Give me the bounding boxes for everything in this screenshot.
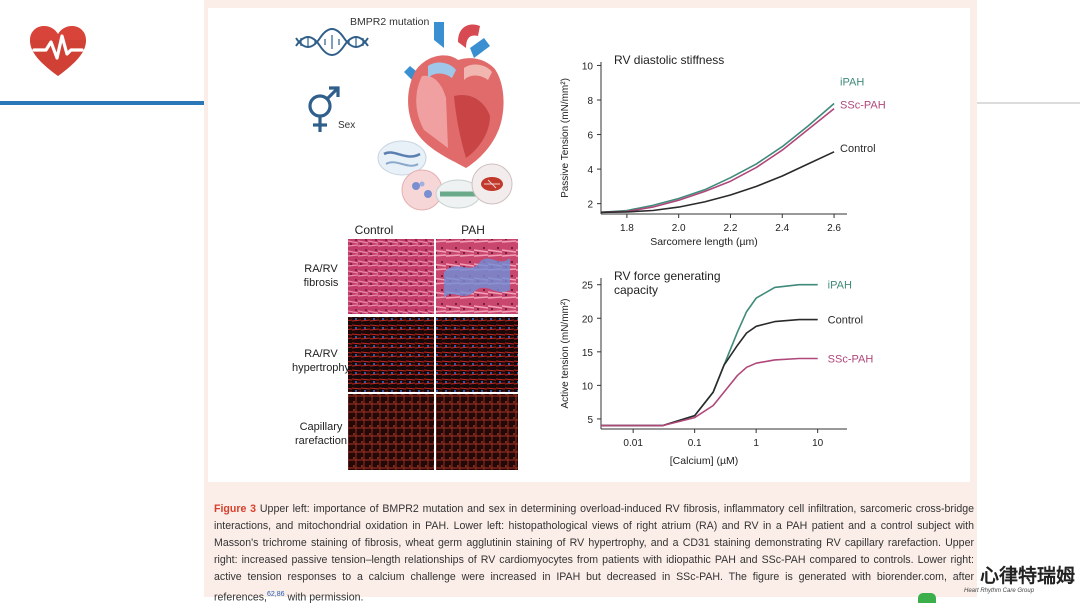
heart-pulse-logo-icon (30, 26, 86, 76)
chart0-y-tick-label: 8 (587, 96, 593, 107)
figure-panel: BMPR2 mutation Sex (208, 8, 974, 604)
header-rule (0, 101, 206, 105)
chart1-x-tick-label: 1 (753, 438, 759, 449)
histology-row-hypertrophy-line1: RA/RV (304, 348, 338, 360)
chart1-y-label: Active tension (mN/mm²) (560, 298, 571, 408)
chart1-series-label-ipah: iPAH (828, 280, 852, 292)
chart1-x-label: [Calcium] (µM) (670, 455, 738, 467)
chart0-y-tick-label: 4 (587, 165, 593, 176)
chart1-y-tick-label: 25 (582, 281, 594, 292)
figure-caption: Figure 3 Upper left: importance of BMPR2… (214, 501, 974, 607)
chart0-y-label: Passive Tension (mN/mm²) (560, 78, 571, 198)
chart0-x-tick-label: 2.2 (724, 223, 738, 234)
chart1-title-line: RV force generating (614, 269, 721, 283)
brand-name: 心律特瑞姆 (980, 565, 1076, 587)
chart1-series-label-ssc-pah: SSc-PAH (828, 354, 874, 366)
chart1-x-tick-label: 0.01 (623, 438, 643, 449)
mutation-label: BMPR2 mutation (350, 16, 430, 28)
figure-graphic: BMPR2 mutation Sex (292, 16, 886, 470)
chart0-x-tick-label: 2.0 (672, 223, 686, 234)
chart0-series-line-ssc-pah (600, 107, 835, 214)
chart0-x-label: Sarcomere length (µm) (650, 236, 758, 248)
histology-col-pah: PAH (461, 223, 485, 237)
brand-subtitle: Heart Rhythm Care Group (964, 588, 1035, 594)
histology-image-pah-hypertrophy (436, 317, 518, 392)
chart0-y-tick-label: 6 (587, 131, 593, 142)
dna-icon (295, 28, 369, 56)
chart1-series-line-ipah (601, 283, 818, 427)
chart1-series-line-ssc-pah (601, 357, 818, 427)
chart1-y-tick-label: 15 (582, 348, 594, 359)
histology-row-rarefaction-line2: rarefaction (295, 435, 347, 447)
chart1-x-tick-label: 10 (812, 438, 824, 449)
chart-rv-force-generating-capacity: 0.01 0.1 1 10 5 10 15 20 25 RV force generatingca… (560, 269, 873, 467)
histology-image-control-hypertrophy (348, 317, 434, 392)
histology-col-control: Control (355, 223, 394, 237)
chart0-series-label-ssc-pah: SSc-PAH (840, 100, 886, 112)
cell-inset-images (377, 140, 513, 211)
histology-row-fibrosis-line2: fibrosis (304, 277, 339, 289)
caption-figure-label: Figure 3 (214, 503, 257, 515)
chart0-series-label-control: Control (840, 143, 875, 155)
chart0-title: RV diastolic stiffness (614, 53, 724, 67)
chart0-x-tick-label: 2.4 (775, 223, 789, 234)
sex-label: Sex (338, 120, 355, 131)
chart1-y-tick-label: 20 (582, 314, 594, 325)
chart0-y-tick-label: 10 (582, 61, 594, 72)
sex-symbol-icon (308, 86, 340, 132)
chart1-y-tick-label: 10 (582, 381, 594, 392)
caption-suffix: with permission. (287, 591, 364, 604)
chart0-y-tick-label: 2 (587, 200, 593, 211)
fibrosis-blue-stain (444, 258, 510, 298)
chart1-title-line: capacity (614, 283, 658, 297)
histology-row-fibrosis-line1: RA/RV (304, 263, 338, 275)
brand-badge-icon (918, 593, 936, 603)
figure-card: BMPR2 mutation Sex (204, 0, 977, 604)
chart0-series-label-ipah: iPAH (840, 76, 864, 88)
chart1-series-line-control (601, 318, 818, 427)
chart-rv-diastolic-stiffness: 1.8 2.0 2.2 2.4 2.6 2 4 6 8 10 RV diastolic stiffn… (560, 53, 886, 248)
brand-watermark: 心律特瑞姆 Heart Rhythm Care Group (918, 561, 1080, 608)
chart0-series-line-control (600, 151, 835, 214)
chart1-series-label-control: Control (828, 315, 863, 327)
chart1-y-tick-label: 5 (587, 415, 593, 426)
chart1-x-tick-label: 0.1 (688, 438, 702, 449)
chart0-x-tick-label: 1.8 (620, 223, 634, 234)
heart-illustration (404, 22, 504, 169)
header-rule-right (972, 102, 1080, 104)
histology-image-control-fibrosis (348, 239, 434, 314)
chart0-series-line-ipah (600, 102, 835, 214)
histology-image-control-capillary (348, 394, 434, 470)
histology-image-pah-capillary (436, 394, 518, 470)
caption-text: Upper left: importance of BMPR2 mutation… (214, 503, 974, 604)
caption-refs[interactable]: 62,86 (267, 591, 285, 598)
histology-row-rarefaction-line1: Capillary (300, 421, 343, 433)
histology-row-hypertrophy-line2: hypertrophy (292, 362, 351, 374)
chart0-x-tick-label: 2.6 (827, 223, 841, 234)
